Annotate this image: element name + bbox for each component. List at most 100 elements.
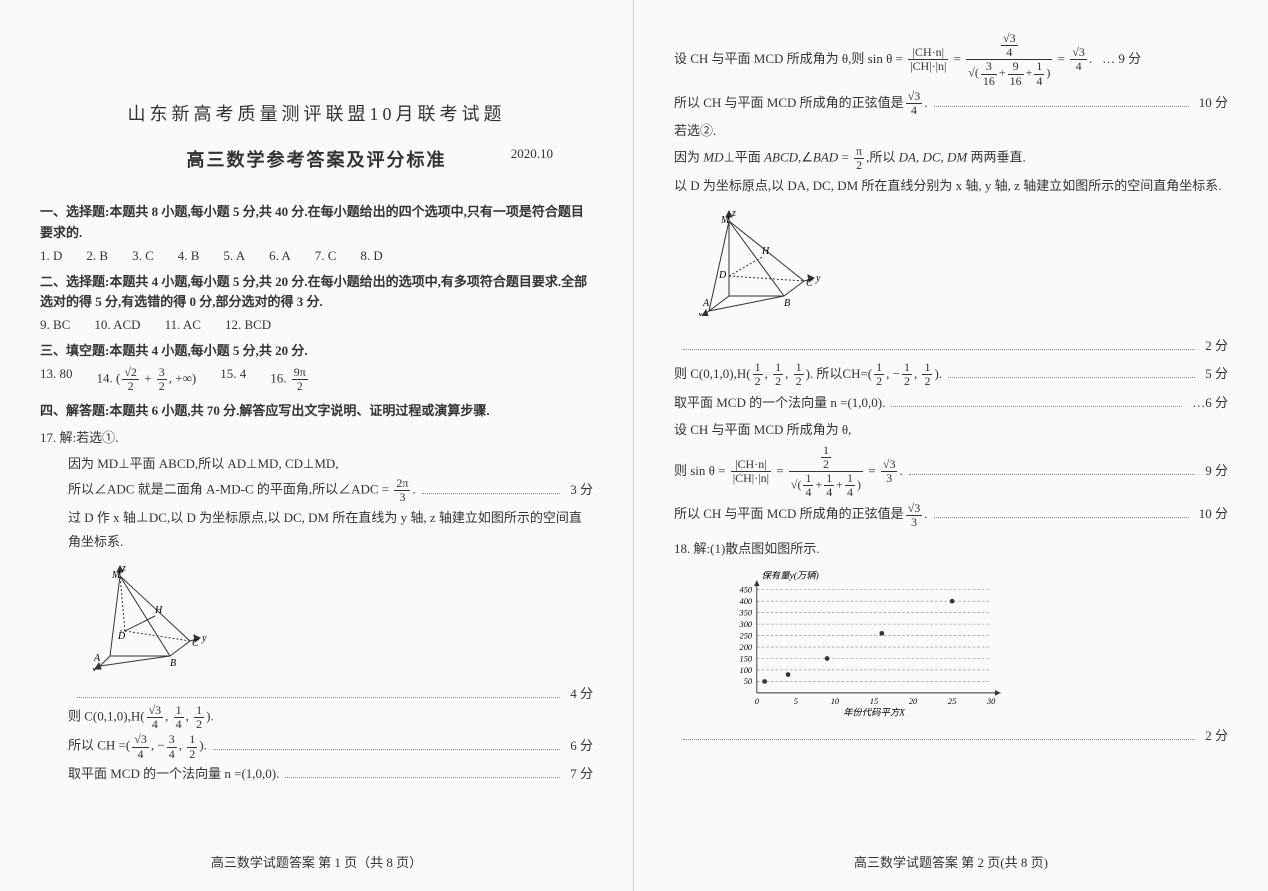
text-span: 所以∠ADC 就是二面角 A‑MD‑C 的平面角,所以∠ADC = 2π3. [68, 477, 416, 504]
points-label: 5 分 [1205, 361, 1228, 387]
dot-leader [934, 94, 1189, 107]
svg-text:x: x [697, 310, 703, 316]
dot-leader [934, 506, 1189, 519]
subtitle-row: 高三数学参考答案及评分标准 2020.10 [40, 146, 593, 172]
conclusion-row-2: 所以 CH 与平面 MCD 所成角的正弦值是√33. 10 分 [674, 501, 1228, 529]
text-span [674, 723, 677, 749]
points-label: …6 分 [1192, 390, 1228, 416]
doc-date: 2020.10 [511, 146, 553, 162]
answer-item: 4. B [178, 248, 200, 264]
right-content: 设 CH 与平面 MCD 所成角为 θ, 则 sin θ = |CH·n||CH|… [674, 32, 1228, 749]
dot-leader [683, 727, 1195, 740]
svg-text:H: H [761, 246, 770, 257]
page-spread: 山东新高考质量测评联盟10月联考试题 高三数学参考答案及评分标准 2020.10… [0, 0, 1268, 891]
svg-text:z: z [731, 208, 736, 219]
tetrahedron-diagram: z y x M H D C B A [70, 561, 210, 671]
inline: 则 C(0,1,0),H [674, 366, 746, 381]
points-label: 10 分 [1199, 90, 1228, 116]
score-row: 2 分 [674, 723, 1228, 749]
section-3-answers: 13. 80 14. (√22 + 32, +∞) 15. 4 16. 9π2 [40, 366, 593, 393]
svg-text:A: A [93, 653, 101, 664]
q17-vector: 所以 CH =(√34, −34, 12). 6 分 [40, 733, 593, 760]
answer-item: 9. BC [40, 317, 70, 333]
inline: 则 sin θ = [674, 463, 729, 478]
answer-13: 13. 80 [40, 366, 73, 393]
normal-row: 取平面 MCD 的一个法向量 n =(1,0,0). …6 分 [674, 390, 1228, 416]
text-span: 所以 CH 与平面 MCD 所成角的正弦值是√34. [674, 90, 928, 118]
conclusion-row: 所以 CH 与平面 MCD 所成角的正弦值是√34. 10 分 [674, 90, 1228, 118]
points-label: … 9 分 [1102, 46, 1141, 72]
answer-item: 7. C [315, 248, 337, 264]
svg-text:10: 10 [831, 696, 840, 706]
q17-normal: 取平面 MCD 的一个法向量 n =(1,0,0). 7 分 [40, 763, 593, 782]
svg-text:x: x [91, 665, 97, 671]
inline: 则 C(0,1,0),H [68, 709, 140, 724]
dot-leader [285, 765, 560, 778]
answer-item: 8. D [360, 248, 382, 264]
points-label: 4 分 [570, 683, 593, 702]
q17-line: 所以∠ADC 就是二面角 A‑MD‑C 的平面角,所以∠ADC = 2π3. 3… [40, 477, 593, 504]
inline: 所以 CH 与平面 MCD 所成角的正弦值是 [674, 95, 904, 110]
q17-line: 因为 MD⊥平面 ABCD,所以 AD⊥MD, CD⊥MD, [40, 452, 593, 475]
text-span [68, 686, 71, 702]
svg-text:450: 450 [739, 584, 752, 594]
svg-text:保有量y(万辆): 保有量y(万辆) [762, 571, 819, 582]
q17-coords: 则 C(0,1,0),H(√34, 14, 12). [40, 704, 593, 731]
svg-text:25: 25 [948, 696, 956, 706]
section-4-head: 四、解答题:本题共 6 小题,共 70 分.解答应写出文字说明、证明过程或演算步… [40, 401, 593, 422]
text-span: 则 C(0,1,0),H(12, 12, 12). 所以CH=(12, −12,… [674, 361, 942, 389]
dot-leader [422, 481, 561, 494]
main-title: 山东新高考质量测评联盟10月联考试题 [40, 100, 593, 126]
points-label: 6 分 [570, 735, 593, 754]
svg-text:B: B [784, 298, 790, 309]
text-span: 设 CH 与平面 MCD 所成角为 θ,则 sin θ = |CH·n||CH|… [674, 32, 1092, 88]
svg-text:30: 30 [986, 696, 996, 706]
dot-leader [683, 337, 1195, 350]
page-1: 山东新高考质量测评联盟10月联考试题 高三数学参考答案及评分标准 2020.10… [0, 0, 634, 891]
svg-text:5: 5 [794, 696, 798, 706]
svg-text:y: y [815, 273, 821, 284]
text-span [674, 333, 677, 359]
scatter-plot: 50100150200250300350400450051015202530保有… [704, 571, 1044, 721]
answer-item: 11. AC [165, 317, 201, 333]
sin-theta-row-2: 则 sin θ = |CH·n||CH|·|n| = 12√(14+14+14)… [674, 444, 1228, 500]
answer-item: 10. ACD [94, 317, 140, 333]
section-2-head: 二、选择题:本题共 4 小题,每小题 5 分,共 20 分.在每小题给出的选项中… [40, 272, 593, 314]
sin-theta-row: 设 CH 与平面 MCD 所成角为 θ,则 sin θ = |CH·n||CH|… [674, 32, 1228, 88]
q16-prefix: 16. [270, 371, 290, 386]
answer-item: 12. BCD [225, 317, 271, 333]
answer-item: 5. A [223, 248, 245, 264]
svg-text:150: 150 [739, 653, 752, 663]
svg-text:B: B [170, 658, 176, 669]
dot-leader [213, 737, 560, 750]
points-label: 10 分 [1199, 501, 1228, 527]
points-label: 2 分 [1205, 333, 1228, 359]
line: 设 CH 与平面 MCD 所成角为 θ, [674, 418, 1228, 441]
inline: 所以 CH = [68, 738, 126, 753]
text-span: 所以 CH =(√34, −34, 12). [68, 733, 207, 760]
text-span: 取平面 MCD 的一个法向量 n =(1,0,0). [68, 763, 279, 782]
section-1-head: 一、选择题:本题共 8 小题,每小题 5 分,共 40 分.在每小题给出的四个选… [40, 202, 593, 244]
svg-text:z: z [121, 563, 126, 574]
score-row: 4 分 [40, 683, 593, 702]
section-1-answers: 1. D 2. B 3. C 4. B 5. A 6. A 7. C 8. D [40, 248, 593, 264]
svg-text:D: D [117, 631, 126, 642]
svg-text:年份代码平方X: 年份代码平方X [843, 707, 906, 718]
text-span: 所以 CH 与平面 MCD 所成角的正弦值是√33. [674, 501, 928, 529]
coords-row: 则 C(0,1,0),H(12, 12, 12). 所以CH=(12, −12,… [674, 361, 1228, 389]
svg-text:20: 20 [909, 696, 918, 706]
answer-item: 3. C [132, 248, 154, 264]
points-label: 9 分 [1205, 458, 1228, 484]
line: 因为 MD⊥平面 ABCD,∠BAD = π2,所以 DA, DC, DM 两两… [674, 145, 1228, 172]
svg-text:50: 50 [744, 676, 753, 686]
svg-text:15: 15 [870, 696, 878, 706]
svg-text:y: y [201, 633, 207, 644]
svg-text:200: 200 [739, 641, 752, 651]
points-label: 2 分 [1205, 723, 1228, 749]
option-2: 若选②. [674, 119, 1228, 142]
svg-text:A: A [702, 298, 710, 309]
page-footer: 高三数学试题答案 第 2 页(共 8 页) [634, 852, 1268, 871]
subtitle: 高三数学参考答案及评分标准 [187, 146, 447, 172]
page-footer: 高三数学试题答案 第 1 页（共 8 页） [0, 852, 633, 871]
answer-item: 6. A [269, 248, 291, 264]
